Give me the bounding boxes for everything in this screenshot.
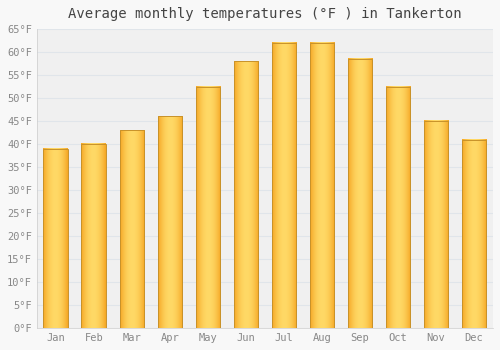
Bar (120, 130, 144, 328)
Bar (196, 86, 220, 328)
Bar (82, 144, 106, 328)
Bar (462, 140, 486, 328)
Bar (386, 86, 410, 328)
Bar (44, 149, 68, 328)
Bar (424, 121, 448, 328)
Bar (310, 43, 334, 328)
Bar (272, 43, 296, 328)
Bar (234, 61, 258, 328)
Bar (158, 117, 182, 328)
Bar (348, 59, 372, 328)
Title: Average monthly temperatures (°F ) in Tankerton: Average monthly temperatures (°F ) in Ta… (68, 7, 462, 21)
